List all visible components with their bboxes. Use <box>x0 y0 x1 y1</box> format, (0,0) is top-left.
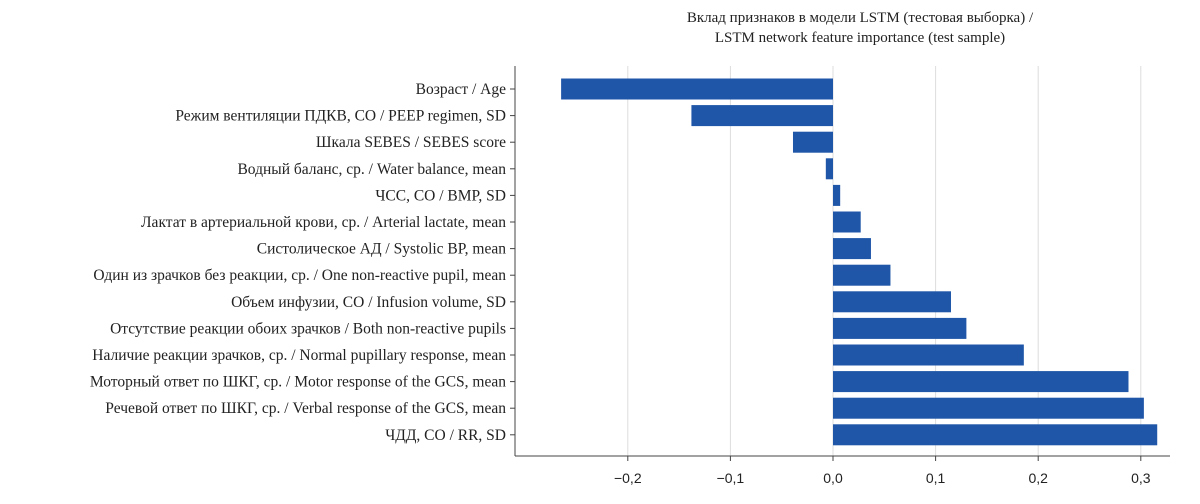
category-label: Режим вентиляции ПДКВ, СО / PEEP regimen… <box>175 108 506 125</box>
x-tick-label: 0,3 <box>1131 470 1151 486</box>
bar <box>561 78 833 100</box>
bar <box>833 317 967 339</box>
bar <box>833 371 1129 393</box>
category-label: Отсутствие реакции обоих зрачков / Both … <box>110 320 506 337</box>
x-tick-label: 0,2 <box>1028 470 1048 486</box>
chart-title-line-1: Вклад признаков в модели LSTM (тестовая … <box>686 10 1034 26</box>
bar <box>691 105 833 127</box>
chart-title-line-2: LSTM network feature importance (test sa… <box>714 30 1006 46</box>
category-label: Водный баланс, ср. / Water balance, mean <box>237 161 506 178</box>
category-label: ЧДД, СО / RR, SD <box>385 427 506 444</box>
category-label: Возраст / Age <box>416 81 506 98</box>
category-label: ЧСС, СО / BMP, SD <box>375 187 506 204</box>
bar <box>833 397 1144 419</box>
bar <box>833 211 861 233</box>
category-label: Систолическое АД / Systolic BP, mean <box>257 241 506 258</box>
chart-title: Вклад признаков в модели LSTM (тестовая … <box>520 8 1200 48</box>
bar <box>833 424 1158 446</box>
category-label: Наличие реакции зрачков, ср. / Normal pu… <box>92 347 506 364</box>
bar <box>833 264 891 286</box>
category-label: Объем инфузии, СО / Infusion volume, SD <box>231 294 506 311</box>
bar <box>833 238 871 260</box>
bar <box>833 344 1024 366</box>
category-label: Один из зрачков без реакции, ср. / One n… <box>93 267 506 284</box>
category-label: Моторный ответ по ШКГ, ср. / Motor respo… <box>90 374 506 391</box>
x-tick-label: −0,2 <box>614 470 642 486</box>
bar <box>833 291 951 313</box>
bar <box>825 158 833 180</box>
category-label: Речевой ответ по ШКГ, ср. / Verbal respo… <box>105 400 506 417</box>
x-tick-label: 0,0 <box>823 470 843 486</box>
x-tick-label: 0,1 <box>926 470 946 486</box>
category-label: Шкала SEBES / SEBES score <box>316 134 506 151</box>
bar <box>792 131 833 153</box>
bar <box>833 184 841 206</box>
x-tick-label: −0,1 <box>717 470 745 486</box>
category-label: Лактат в артериальной крови, ср. / Arter… <box>141 214 506 231</box>
